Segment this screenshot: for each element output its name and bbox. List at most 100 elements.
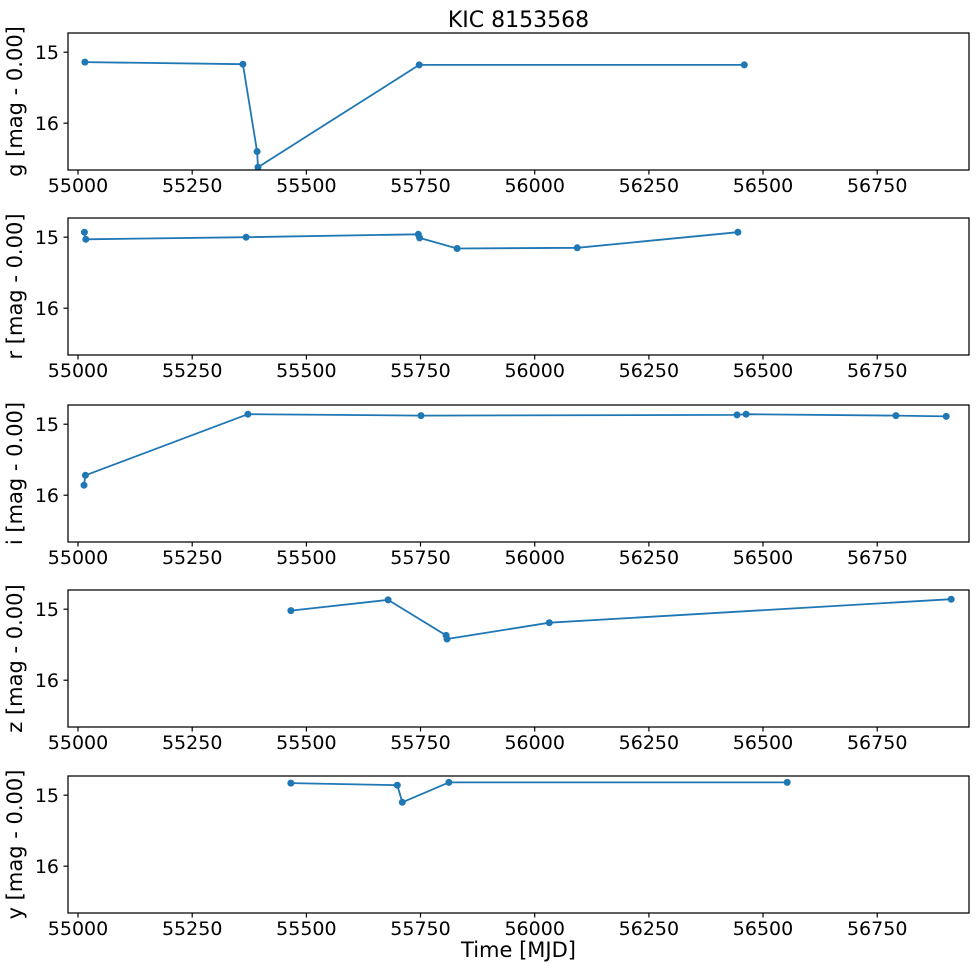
data-point (942, 412, 950, 420)
data-point (80, 481, 88, 489)
x-tick-label: 56750 (847, 547, 907, 569)
data-point (545, 619, 553, 627)
y-axis-label: i [mag - 0.00] (3, 402, 27, 545)
series-i (80, 410, 950, 489)
plot-area (68, 590, 969, 727)
x-tick-label: 55750 (390, 918, 450, 940)
x-tick-label: 55250 (162, 175, 222, 197)
data-point (80, 228, 88, 236)
data-point (253, 148, 261, 155)
x-tick-label: 55750 (390, 732, 450, 754)
x-tick-label: 56250 (619, 175, 679, 197)
x-tick-label: 56000 (504, 547, 564, 569)
x-tick-label: 56750 (847, 360, 907, 382)
x-tick-label: 56500 (733, 918, 793, 940)
x-tick-label: 55250 (162, 360, 222, 382)
data-point (239, 60, 247, 68)
data-point (733, 411, 741, 419)
y-tick-label: 16 (35, 856, 59, 878)
x-tick-label: 55000 (48, 918, 108, 940)
x-tick-label: 55000 (48, 732, 108, 754)
y-tick-label: 16 (35, 113, 59, 135)
series-line (83, 413, 948, 487)
data-point (287, 607, 295, 615)
x-tick-label: 55250 (162, 547, 222, 569)
data-point (398, 798, 406, 806)
plot-area (68, 33, 969, 170)
series-g (81, 58, 748, 170)
x-tick-label: 56000 (504, 360, 564, 382)
x-tick-label: 56750 (847, 732, 907, 754)
y-axis-label: y [mag - 0.00] (3, 770, 27, 920)
series-z (287, 595, 955, 643)
x-axis-label: Time [MJD] (461, 938, 576, 962)
data-point (453, 245, 461, 252)
data-point (384, 596, 392, 604)
x-tick-label: 55000 (48, 175, 108, 197)
y-tick-label: 15 (35, 599, 59, 621)
data-point (740, 61, 748, 69)
x-tick-label: 56500 (733, 360, 793, 382)
y-axis-label: r [mag - 0.00] (3, 213, 27, 359)
data-point (393, 781, 401, 789)
x-tick-label: 55250 (162, 732, 222, 754)
chart-title: KIC 8153568 (447, 8, 590, 33)
series-r (80, 228, 742, 252)
data-point (783, 778, 791, 786)
axes-frame (67, 32, 970, 171)
axes-frame (67, 589, 970, 728)
data-point (742, 410, 750, 418)
panel-r: 55000 55250 55500 55750 56000 56250 56500 56750… (3, 213, 970, 382)
panel-i: 55000 55250 55500 55750 56000 56250 56500 56750… (3, 402, 970, 569)
y-tick-label: 16 (35, 670, 59, 692)
data-point (892, 412, 900, 420)
x-tick-label: 55500 (276, 732, 336, 754)
x-tick-label: 56250 (619, 732, 679, 754)
data-point (81, 471, 89, 479)
data-point (415, 61, 423, 69)
x-tick-label: 55750 (390, 175, 450, 197)
x-tick-label: 56250 (619, 918, 679, 940)
x-tick-label: 55500 (276, 175, 336, 197)
data-point (81, 58, 89, 66)
x-tick-label: 56250 (619, 547, 679, 569)
y-tick-label: 15 (35, 227, 59, 249)
data-point (416, 234, 424, 242)
y-tick-label: 15 (35, 414, 59, 436)
axes-frame (67, 404, 970, 543)
x-tick-label: 55250 (162, 918, 222, 940)
x-tick-label: 55500 (276, 918, 336, 940)
x-tick-label: 56500 (733, 175, 793, 197)
x-tick-label: 55750 (390, 547, 450, 569)
x-tick-label: 56000 (504, 732, 564, 754)
data-point (947, 595, 955, 603)
series-line (84, 61, 746, 169)
x-tick-label: 55750 (390, 360, 450, 382)
x-tick-label: 56000 (504, 918, 564, 940)
x-tick-label: 55000 (48, 547, 108, 569)
data-point (417, 412, 425, 420)
data-point (443, 635, 451, 643)
axes-frame (67, 217, 970, 356)
y-tick-label: 16 (35, 485, 59, 507)
y-tick-label: 15 (35, 42, 59, 64)
panel-g: 55000 55250 55500 55750 56000 56250 56500 56750… (3, 26, 970, 197)
x-tick-label: 55500 (276, 547, 336, 569)
axes-frame (67, 775, 970, 914)
y-tick-label: 16 (35, 298, 59, 320)
x-tick-label: 56500 (733, 732, 793, 754)
y-axis-label: g [mag - 0.00] (3, 26, 27, 177)
series-y (287, 778, 791, 806)
plot-area (68, 405, 969, 542)
x-tick-label: 55000 (48, 360, 108, 382)
x-tick-label: 56750 (847, 175, 907, 197)
data-point (734, 228, 742, 236)
y-tick-label: 15 (35, 785, 59, 807)
data-point (254, 163, 262, 170)
data-point (82, 235, 90, 243)
data-point (287, 779, 295, 787)
data-point (244, 410, 252, 418)
data-point (242, 233, 250, 241)
